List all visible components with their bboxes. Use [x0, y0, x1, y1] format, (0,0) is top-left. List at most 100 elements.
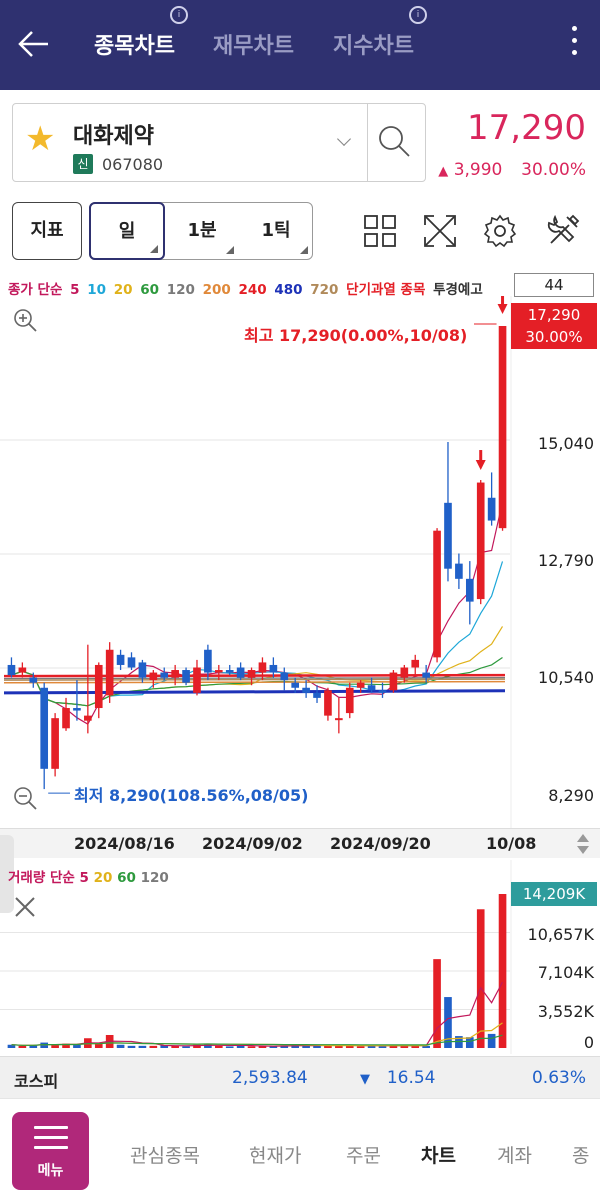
ma-5: 5 — [70, 282, 80, 298]
nav-order[interactable]: 주문 — [346, 1145, 381, 1167]
low-annotation: 최저 8,290(108.56%,08/05) — [74, 786, 309, 805]
volume-bar — [171, 1045, 179, 1048]
candlestick-chart[interactable] — [0, 296, 600, 828]
nav-watchlist[interactable]: 관심종목 — [130, 1145, 200, 1167]
candle-count-input[interactable]: 44 — [514, 273, 594, 297]
favorite-star-icon[interactable]: ★ — [25, 119, 56, 159]
menu-button[interactable]: 메뉴 — [12, 1112, 89, 1190]
price-axis-label: 15,040 — [538, 434, 594, 453]
volume-bar — [389, 1045, 398, 1048]
period-1tick[interactable]: 1틱 — [239, 203, 313, 259]
volume-bar — [127, 1045, 136, 1048]
settings-gear-icon[interactable] — [482, 213, 518, 249]
scroll-updown-icon[interactable] — [576, 833, 590, 855]
menu-label: 메뉴 — [37, 1163, 64, 1179]
volume-bar — [335, 1045, 343, 1048]
date-label: 2024/09/20 — [330, 834, 431, 853]
nav-more[interactable]: 종 — [572, 1145, 590, 1167]
candle-body — [225, 670, 234, 673]
period-day[interactable]: 일 — [89, 202, 165, 260]
zoom-out-icon[interactable] — [12, 785, 38, 811]
nav-current-price[interactable]: 현재가 — [249, 1145, 302, 1167]
volume-bar — [160, 1045, 169, 1048]
zoom-in-icon[interactable] — [12, 307, 38, 333]
corner-triangle-icon — [226, 246, 234, 254]
candle-body — [356, 682, 365, 688]
period-1min[interactable]: 1분 — [165, 203, 239, 259]
volume-bar — [149, 1045, 158, 1048]
candle-body — [367, 685, 376, 691]
volume-bar — [498, 894, 507, 1048]
period-1tick-label: 1틱 — [261, 220, 291, 241]
candle-body — [105, 649, 114, 696]
candle-body — [487, 497, 496, 521]
candle-body — [149, 672, 158, 681]
index-change: ▼ 16.54 — [360, 1068, 435, 1088]
more-menu-icon[interactable] — [566, 26, 582, 64]
stock-selector[interactable]: ★ 대화제약 신 067080 — [12, 103, 426, 182]
indicator-button[interactable]: 지표 — [12, 202, 82, 260]
tab-stock-chart[interactable]: 종목차트 — [94, 34, 175, 59]
volume-bar — [18, 1045, 27, 1048]
nav-account[interactable]: 계좌 — [497, 1145, 532, 1167]
candle-body — [160, 672, 169, 678]
expand-icon[interactable] — [422, 213, 458, 249]
grid-layout-icon[interactable] — [362, 213, 398, 249]
tab-badge-icon: i — [409, 6, 427, 24]
price-axis-label: 10,540 — [538, 668, 594, 687]
candle-body — [62, 708, 70, 729]
volume-chart[interactable] — [0, 860, 600, 1054]
volume-bar — [345, 1044, 354, 1048]
price-axis-label: 8,290 — [548, 786, 594, 805]
search-icon[interactable] — [377, 124, 411, 158]
new-listing-badge: 신 — [73, 154, 93, 174]
candle-body — [84, 715, 92, 721]
side-drawer-handle[interactable] — [0, 835, 14, 913]
candle-body — [455, 563, 463, 579]
tools-wrench-icon[interactable] — [545, 213, 581, 249]
ma-line-10 — [11, 561, 504, 707]
candle-body — [378, 690, 387, 693]
stock-code: 067080 — [102, 155, 164, 174]
volume-bar — [400, 1045, 409, 1048]
candle-body — [214, 670, 223, 673]
tab-index-chart[interactable]: 지수차트 — [333, 34, 414, 59]
chevron-down-icon[interactable] — [336, 131, 352, 147]
candle-body — [444, 502, 452, 569]
candle-body — [193, 667, 201, 693]
candle-body — [171, 670, 179, 678]
volume-ma-line-5 — [11, 981, 504, 1047]
volume-bar — [411, 1044, 420, 1048]
volume-bar — [280, 1045, 289, 1048]
change-amount: 3,990 — [453, 160, 503, 180]
nav-chart[interactable]: 차트 — [421, 1145, 456, 1167]
date-axis: 2024/08/16 2024/09/02 2024/09/20 10/08 — [0, 828, 600, 858]
volume-bar — [247, 1046, 256, 1048]
tab-financial-chart[interactable]: 재무차트 — [213, 34, 294, 59]
change-percent: 30.00% — [521, 160, 586, 180]
volume-bar — [302, 1045, 310, 1048]
index-change-value: 16.54 — [386, 1068, 436, 1088]
close-icon[interactable] — [14, 896, 36, 918]
candle-body — [476, 482, 485, 600]
candle-body — [182, 670, 190, 683]
divider — [367, 104, 368, 181]
volume-bar — [367, 1045, 376, 1048]
volume-bar — [138, 1045, 147, 1048]
ma-120: 120 — [166, 282, 195, 298]
candle-body — [269, 664, 278, 673]
volume-bar — [269, 1046, 278, 1048]
candle-body — [422, 672, 430, 678]
candle-body — [280, 672, 289, 681]
candle-body — [236, 667, 245, 678]
candle-body — [400, 667, 409, 678]
volume-legend: 거래량 단순 5 20 60 120 — [8, 866, 169, 886]
candle-body — [73, 708, 81, 711]
volume-bar — [51, 1044, 59, 1048]
ma-10: 10 — [87, 282, 106, 298]
ma-480: 480 — [274, 282, 303, 298]
volume-bar — [465, 1037, 474, 1048]
back-arrow-icon[interactable] — [14, 24, 54, 64]
market-index-bar[interactable]: 코스피 2,593.84 ▼ 16.54 0.63% — [0, 1056, 600, 1098]
candle-body — [51, 718, 59, 769]
